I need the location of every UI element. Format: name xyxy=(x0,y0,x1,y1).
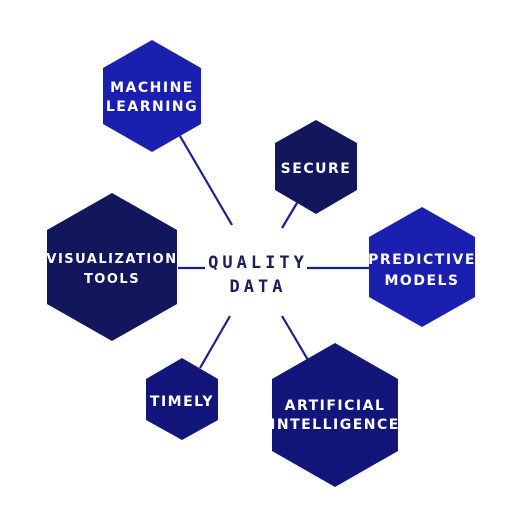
hexagon-artificial-intelligence: ARTIFICIAL INTELLIGENCE xyxy=(270,343,400,487)
hexagon-predictive-models-line1: PREDICTIVE xyxy=(368,252,476,268)
hexagon-visualization-tools-line1: VISUALIZATION xyxy=(46,252,177,267)
hexagon-secure-shape xyxy=(275,120,357,214)
center-label-line1: QUALITY xyxy=(208,253,308,273)
hexagon-artificial-intelligence-line1: ARTIFICIAL xyxy=(285,398,386,414)
connector-lines xyxy=(178,135,372,369)
hexagon-timely-line1: TIMELY xyxy=(150,394,214,410)
connector-artificial-intelligence xyxy=(281,315,309,361)
connector-machine-learning xyxy=(179,135,233,226)
hexagon-predictive-models-line2: MODELS xyxy=(384,273,459,289)
hexagon-timely: TIMELY xyxy=(146,358,218,440)
hexagon-machine-learning-line2: LEARNING xyxy=(106,99,198,115)
hexagon-secure-line1: SECURE xyxy=(281,161,352,177)
hexagon-secure: SECURE xyxy=(275,120,357,214)
hexagon-timely-shape xyxy=(146,358,218,440)
hexagon-visualization-tools-line2: TOOLS xyxy=(84,272,140,287)
hexagon-machine-learning-line1: MACHINE xyxy=(110,80,194,96)
hexagon-visualization-tools-shape xyxy=(47,193,177,341)
hexagon-predictive-models-shape xyxy=(369,207,475,327)
center-label: QUALITY DATA xyxy=(208,253,308,297)
hexagon-predictive-models: PREDICTIVE MODELS xyxy=(368,207,476,327)
hexagon-artificial-intelligence-line2: INTELLIGENCE xyxy=(270,417,400,433)
connector-secure xyxy=(281,202,298,229)
center-label-line2: DATA xyxy=(230,277,287,297)
hexagon-machine-learning-shape xyxy=(103,40,201,152)
connector-timely xyxy=(199,315,231,369)
hexagon-visualization-tools: VISUALIZATION TOOLS xyxy=(46,193,177,341)
hexagon-machine-learning: MACHINE LEARNING xyxy=(103,40,201,152)
hexagon-artificial-intelligence-shape xyxy=(272,343,398,487)
